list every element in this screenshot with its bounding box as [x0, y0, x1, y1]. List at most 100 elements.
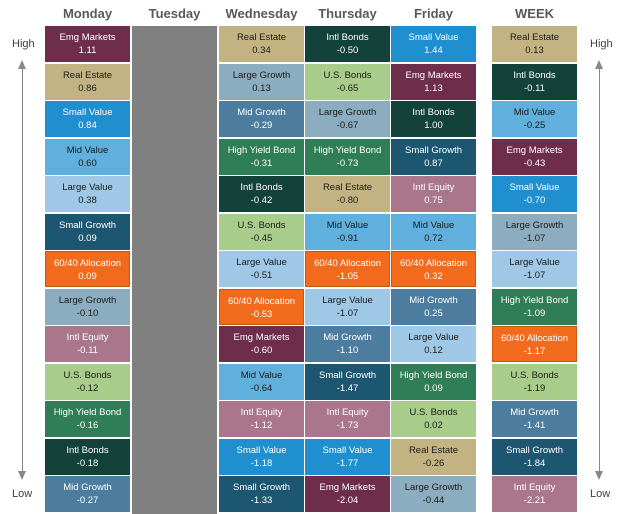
- cell-return-value: -1.41: [523, 420, 546, 431]
- cell-return-value: 0.86: [78, 83, 97, 94]
- cell-return-value: -1.77: [336, 458, 359, 469]
- cell-return-value: -0.25: [523, 120, 546, 131]
- cell-asset-name: Mid Value: [513, 107, 556, 118]
- cell-return-value: -0.11: [77, 345, 98, 356]
- day-header-tuesday: Tuesday: [148, 6, 201, 21]
- cell-week-u-s-bonds: U.S. Bonds -1.19: [492, 364, 577, 400]
- cell-return-value: 0.75: [424, 195, 443, 206]
- cell-return-value: -1.07: [523, 233, 546, 244]
- cell-monday-mid-value: Mid Value 0.60: [45, 139, 130, 175]
- cell-asset-name: Large Value: [509, 257, 560, 268]
- cell-thursday-high-yield-bond: High Yield Bond -0.73: [305, 139, 390, 175]
- cell-wednesday-mid-growth: Mid Growth -0.29: [219, 101, 304, 137]
- cell-return-value: -0.91: [336, 233, 359, 244]
- cell-friday-large-growth: Large Growth -0.44: [391, 476, 476, 512]
- cell-return-value: -1.05: [336, 271, 359, 282]
- day-header-thursday: Thursday: [318, 6, 377, 21]
- cell-week-60-40-allocation: 60/40 Allocation -1.17: [492, 326, 577, 362]
- cell-week-large-value: Large Value -1.07: [492, 251, 577, 287]
- cell-return-value: 0.13: [525, 45, 544, 56]
- cell-asset-name: Large Value: [62, 182, 113, 193]
- cell-friday-large-value: Large Value 0.12: [391, 326, 476, 362]
- cell-return-value: -1.33: [250, 495, 273, 506]
- cell-friday-small-growth: Small Growth 0.87: [391, 139, 476, 175]
- cell-return-value: -0.80: [336, 195, 359, 206]
- cell-return-value: -1.84: [523, 458, 546, 469]
- axis-arrow-down-left-icon: [18, 471, 26, 480]
- cell-asset-name: 60/40 Allocation: [227, 296, 296, 307]
- cell-return-value: -1.12: [250, 420, 273, 431]
- cell-asset-name: 60/40 Allocation: [313, 258, 382, 269]
- cell-asset-name: Small Growth: [505, 445, 563, 456]
- cell-return-value: 0.32: [424, 271, 443, 282]
- cell-week-emg-markets: Emg Markets -0.43: [492, 139, 577, 175]
- cell-thursday-emg-markets: Emg Markets -2.04: [305, 476, 390, 512]
- cell-return-value: -0.42: [250, 195, 273, 206]
- cell-friday-mid-value: Mid Value 0.72: [391, 214, 476, 250]
- cell-asset-name: Real Estate: [62, 70, 113, 81]
- cell-thursday-u-s-bonds: U.S. Bonds -0.65: [305, 64, 390, 100]
- cell-return-value: 0.09: [424, 383, 443, 394]
- cell-return-value: -1.19: [523, 383, 546, 394]
- cell-wednesday-large-growth: Large Growth 0.13: [219, 64, 304, 100]
- cell-monday-u-s-bonds: U.S. Bonds -0.12: [45, 364, 130, 400]
- cell-asset-name: Intl Equity: [66, 332, 109, 343]
- cell-return-value: -0.16: [76, 420, 99, 431]
- axis-line-left: [22, 68, 23, 472]
- cell-asset-name: Emg Markets: [506, 145, 563, 156]
- cell-friday-high-yield-bond: High Yield Bond 0.09: [391, 364, 476, 400]
- cell-asset-name: Mid Value: [412, 220, 455, 231]
- cell-week-small-value: Small Value -0.70: [492, 176, 577, 212]
- cell-asset-name: U.S. Bonds: [510, 370, 559, 381]
- cell-friday-u-s-bonds: U.S. Bonds 0.02: [391, 401, 476, 437]
- axis-arrow-up-right-icon: [595, 60, 603, 69]
- cell-return-value: -1.07: [336, 308, 359, 319]
- cell-monday-emg-markets: Emg Markets 1.11: [45, 26, 130, 62]
- cell-asset-name: Real Estate: [322, 182, 373, 193]
- cell-asset-name: 60/40 Allocation: [399, 258, 468, 269]
- cell-asset-name: U.S. Bonds: [237, 220, 286, 231]
- cell-return-value: -2.21: [523, 495, 546, 506]
- cell-return-value: -0.18: [76, 458, 99, 469]
- cell-asset-name: U.S. Bonds: [63, 370, 112, 381]
- cell-asset-name: Large Value: [322, 295, 373, 306]
- cell-return-value: 0.84: [78, 120, 97, 131]
- cell-asset-name: Emg Markets: [233, 332, 290, 343]
- cell-asset-name: U.S. Bonds: [409, 407, 458, 418]
- cell-thursday-mid-growth: Mid Growth -1.10: [305, 326, 390, 362]
- cell-wednesday-small-growth: Small Growth -1.33: [219, 476, 304, 512]
- cell-monday-large-growth: Large Growth -0.10: [45, 289, 130, 325]
- cell-friday-intl-bonds: Intl Bonds 1.00: [391, 101, 476, 137]
- cell-return-value: -0.10: [76, 308, 99, 319]
- cell-asset-name: Small Value: [62, 107, 113, 118]
- cell-return-value: -1.17: [523, 346, 546, 357]
- cell-wednesday-high-yield-bond: High Yield Bond -0.31: [219, 139, 304, 175]
- cell-thursday-large-value: Large Value -1.07: [305, 289, 390, 325]
- cell-asset-name: Intl Bonds: [66, 445, 109, 456]
- cell-return-value: 0.34: [252, 45, 271, 56]
- cell-return-value: -0.11: [524, 83, 545, 94]
- cell-wednesday-u-s-bonds: U.S. Bonds -0.45: [219, 214, 304, 250]
- cell-return-value: -0.29: [250, 120, 273, 131]
- cell-thursday-60-40-allocation: 60/40 Allocation -1.05: [305, 251, 390, 287]
- cell-week-mid-growth: Mid Growth -1.41: [492, 401, 577, 437]
- cell-monday-intl-bonds: Intl Bonds -0.18: [45, 439, 130, 475]
- cell-asset-name: Intl Equity: [326, 407, 369, 418]
- cell-asset-name: High Yield Bond: [53, 407, 122, 418]
- cell-asset-name: Mid Growth: [409, 295, 458, 306]
- cell-asset-name: Mid Value: [66, 145, 109, 156]
- cell-return-value: -1.73: [336, 420, 359, 431]
- cell-wednesday-emg-markets: Emg Markets -0.60: [219, 326, 304, 362]
- cell-return-value: 1.13: [424, 83, 443, 94]
- cell-monday-mid-growth: Mid Growth -0.27: [45, 476, 130, 512]
- cell-return-value: -0.64: [250, 383, 273, 394]
- cell-week-small-growth: Small Growth -1.84: [492, 439, 577, 475]
- cell-friday-small-value: Small Value 1.44: [391, 26, 476, 62]
- cell-monday-high-yield-bond: High Yield Bond -0.16: [45, 401, 130, 437]
- cell-return-value: 0.25: [424, 308, 443, 319]
- cell-return-value: -0.67: [336, 120, 359, 131]
- cell-asset-name: High Yield Bond: [500, 295, 569, 306]
- cell-return-value: -0.65: [336, 83, 359, 94]
- axis-line-right: [599, 68, 600, 472]
- cell-asset-name: Mid Growth: [510, 407, 559, 418]
